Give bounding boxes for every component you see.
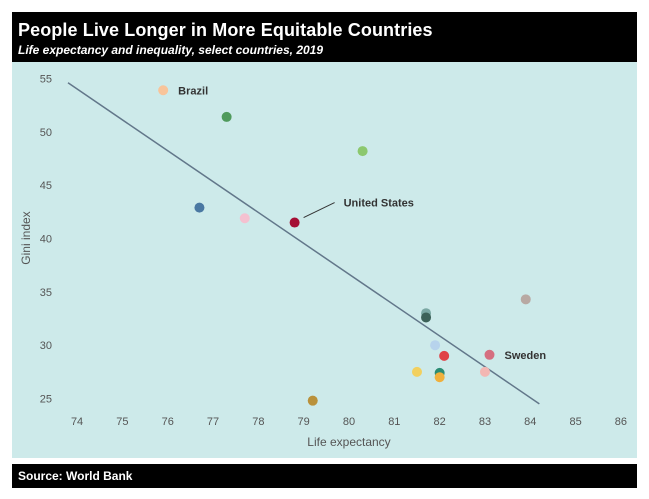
y-tick-label: 40 — [40, 234, 52, 246]
point-label: Sweden — [505, 350, 547, 362]
point-united-states — [289, 217, 300, 228]
x-tick-label: 83 — [479, 416, 491, 428]
x-tick-label: 78 — [252, 416, 264, 428]
x-tick-label: 85 — [569, 416, 581, 428]
x-tick-label: 76 — [162, 416, 174, 428]
y-tick-label: 35 — [40, 287, 52, 299]
data-point — [421, 312, 432, 323]
data-point — [479, 366, 490, 377]
point-label: United States — [344, 198, 414, 210]
data-point — [239, 213, 250, 224]
data-point — [194, 202, 205, 213]
plot-background — [12, 62, 637, 458]
data-point — [307, 395, 318, 406]
chart-footer: Source: World Bank — [12, 464, 637, 488]
annotation-leader-line — [303, 202, 335, 218]
x-tick-label: 75 — [116, 416, 128, 428]
x-tick-label: 79 — [298, 416, 310, 428]
data-point — [357, 146, 368, 157]
x-axis-label: Life expectancy — [307, 435, 390, 449]
data-points — [158, 85, 531, 406]
axes: 74 75 76 77 78 79 80 81 82 83 84 85 86 25 30 35 40 45 50 55 — [40, 74, 627, 428]
point-brazil — [158, 85, 169, 96]
data-point — [434, 372, 445, 383]
data-point — [520, 294, 531, 305]
scatter-chart: 74 75 76 77 78 79 80 81 82 83 84 85 86 25 30 35 40 45 50 55… — [12, 62, 637, 458]
y-tick-label: 55 — [40, 74, 52, 86]
y-tick-label: 45 — [40, 180, 52, 192]
y-tick-label: 30 — [40, 340, 52, 352]
y-tick-label: 50 — [40, 127, 52, 139]
data-point — [439, 350, 450, 361]
data-point — [430, 340, 441, 351]
trend-line — [67, 82, 540, 405]
point-labels: Brazil United States Sweden — [178, 85, 546, 362]
x-tick-label: 86 — [615, 416, 627, 428]
point-sweden — [484, 349, 495, 360]
y-tick-label: 25 — [40, 394, 52, 406]
x-tick-label: 77 — [207, 416, 219, 428]
chart-title: People Live Longer in More Equitable Cou… — [18, 20, 433, 40]
data-point — [221, 111, 232, 122]
x-tick-label: 74 — [71, 416, 83, 428]
x-tick-label: 84 — [524, 416, 536, 428]
chart-header: People Live Longer in More Equitable Cou… — [12, 12, 637, 62]
chart-subtitle: Life expectancy and inequality, select c… — [18, 43, 324, 57]
source-note: Source: World Bank — [18, 469, 133, 483]
x-tick-label: 81 — [388, 416, 400, 428]
y-axis-label: Gini index — [19, 211, 33, 264]
data-point — [411, 366, 422, 377]
point-label: Brazil — [178, 85, 208, 97]
plot-container: 74 75 76 77 78 79 80 81 82 83 84 85 86 25 30 35 40 45 50 55… — [12, 62, 637, 458]
x-tick-label: 82 — [434, 416, 446, 428]
x-tick-label: 80 — [343, 416, 355, 428]
